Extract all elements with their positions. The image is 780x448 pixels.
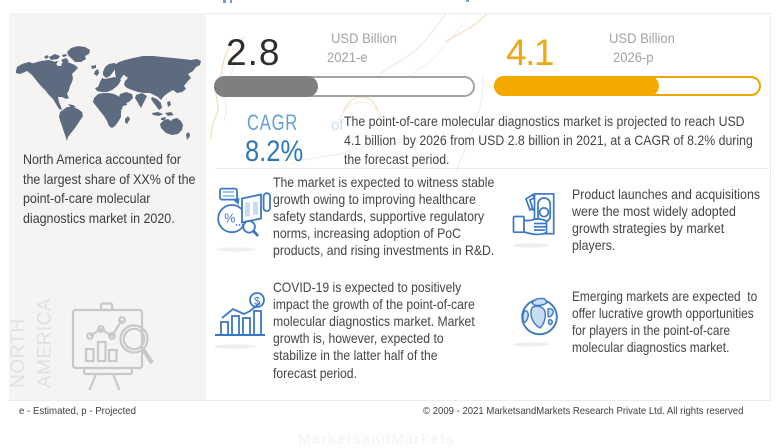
svg-text:AMERICA: AMERICA — [35, 298, 56, 388]
svg-text:%: % — [224, 212, 235, 226]
svg-text:NORTH: NORTH — [8, 318, 29, 388]
svg-text:$: $ — [254, 296, 260, 308]
